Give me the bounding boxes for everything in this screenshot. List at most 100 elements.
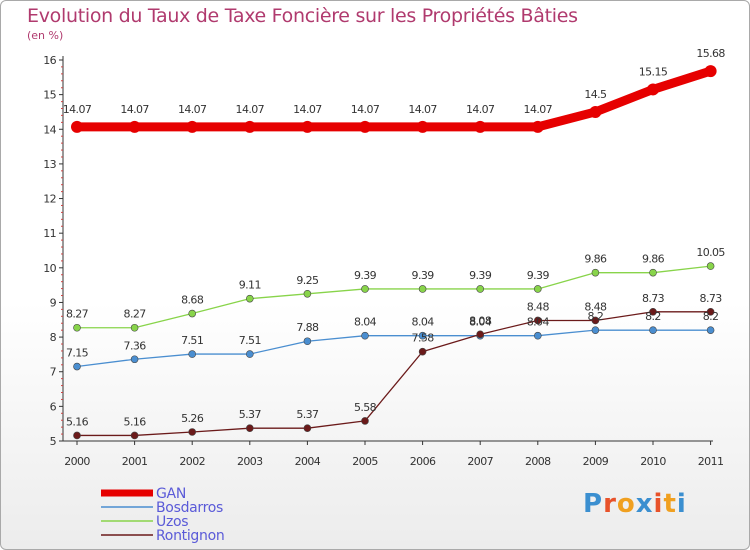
data-label-uzos: 9.39: [412, 269, 435, 282]
data-label-uzos: 8.27: [66, 308, 89, 321]
data-point-uzos: [73, 323, 81, 332]
logo-letter: o: [616, 489, 636, 519]
data-label-rontignon: 5.58: [354, 401, 377, 414]
data-label-gan: 14.07: [408, 103, 437, 116]
y-tick-label: 6: [50, 400, 57, 413]
logo-letter: r: [603, 489, 617, 519]
data-point-bosdarros: [246, 350, 254, 358]
x-tick-label: 2003: [237, 455, 263, 468]
data-point-gan: [71, 120, 83, 133]
x-tick-label: 2008: [525, 455, 551, 468]
data-point-uzos: [649, 268, 657, 277]
data-label-uzos: 9.11: [239, 279, 261, 292]
data-point-gan: [531, 120, 544, 133]
logo-letter: P: [583, 489, 604, 519]
data-point-gan: [243, 120, 256, 133]
y-tick-label: 10: [43, 262, 56, 275]
data-label-bosdarros: 7.51: [239, 334, 261, 347]
data-label-gan: 15.15: [639, 65, 668, 78]
y-tick-label: 8: [50, 331, 57, 344]
x-tick-label: 2002: [179, 455, 205, 468]
data-point-uzos: [476, 285, 485, 293]
data-label-gan: 14.07: [293, 103, 322, 116]
data-point-gan: [416, 120, 429, 133]
data-label-rontignon: 8.48: [527, 300, 550, 313]
data-point-rontignon: [246, 424, 254, 432]
x-tick-label: 2004: [295, 455, 321, 468]
data-point-uzos: [246, 294, 254, 303]
data-label-gan: 15.68: [696, 47, 725, 60]
data-label-uzos: 10.05: [696, 246, 725, 259]
data-point-bosdarros: [533, 331, 542, 340]
series-line-uzos: [76, 265, 712, 329]
data-point-uzos: [303, 289, 312, 298]
data-label-rontignon: 7.58: [412, 332, 435, 345]
data-label-rontignon: 5.16: [124, 415, 147, 428]
data-point-rontignon: [188, 428, 196, 436]
x-tick-label: 2000: [64, 455, 90, 468]
data-point-gan: [128, 120, 141, 133]
y-tick-label: 9: [50, 296, 57, 309]
y-tick-label: 12: [43, 193, 56, 206]
data-point-uzos: [361, 285, 369, 293]
data-label-gan: 14.07: [178, 103, 207, 116]
data-label-rontignon: 8.08: [469, 314, 492, 327]
x-tick-label: 2006: [410, 455, 436, 468]
data-point-bosdarros: [73, 362, 81, 371]
data-label-uzos: 9.39: [469, 269, 492, 282]
data-labels: 14.07 14.07 14.07 14.07 14.07 14.07 14.07 14.07…: [63, 47, 726, 428]
data-point-bosdarros: [706, 326, 715, 334]
data-point-rontignon: [476, 330, 485, 339]
data-label-gan: 14.07: [351, 103, 380, 116]
data-point-uzos: [706, 262, 715, 270]
data-point-gan: [474, 120, 487, 133]
chart-title: Evolution du Taux de Taxe Foncière sur l…: [27, 5, 578, 27]
x-tick-label: 2011: [698, 455, 724, 468]
data-label-bosdarros: 8.04: [412, 316, 435, 329]
data-label-bosdarros: 8.04: [354, 316, 377, 329]
data-point-rontignon: [130, 431, 139, 440]
y-tick-label: 14: [43, 123, 56, 136]
data-point-bosdarros: [361, 331, 369, 340]
data-label-rontignon: 5.26: [181, 412, 204, 425]
data-point-uzos: [130, 323, 139, 332]
data-point-gan: [301, 120, 314, 133]
data-label-bosdarros: 7.36: [124, 339, 147, 352]
data-label-gan: 14.07: [236, 103, 265, 116]
y-tick-label: 15: [43, 89, 56, 102]
logo-letter: t: [663, 489, 677, 519]
data-label-uzos: 8.68: [181, 294, 204, 307]
logo-letter: x: [635, 489, 654, 519]
data-point-rontignon: [418, 347, 427, 356]
data-label-bosdarros: 8.04: [469, 316, 492, 329]
data-label-gan: 14.5: [584, 88, 607, 101]
data-point-gan: [589, 105, 602, 118]
data-point-rontignon: [533, 316, 542, 325]
legend-label-bosdarros: Bosdarros: [156, 500, 223, 516]
data-label-bosdarros: 7.15: [66, 347, 89, 360]
axes: 5 6 7 8 9 10 11 12 13 14 15 16 2000 2001 2002 2003 2004 2…: [43, 54, 724, 468]
data-label-uzos: 9.86: [642, 253, 665, 266]
data-point-bosdarros: [188, 350, 196, 358]
data-point-bosdarros: [303, 337, 312, 346]
y-tick-label: 7: [50, 366, 57, 379]
logo-letter: i: [653, 489, 664, 519]
data-point-gan: [186, 120, 199, 133]
data-label-uzos: 9.25: [296, 274, 319, 287]
data-point-rontignon: [706, 308, 715, 316]
data-point-bosdarros: [649, 326, 657, 334]
data-point-uzos: [418, 285, 427, 293]
data-point-rontignon: [361, 417, 369, 425]
logo-letter: i: [676, 489, 687, 519]
series-line-bosdarros: [76, 329, 712, 368]
data-label-rontignon: 8.48: [584, 300, 607, 313]
data-label-rontignon: 5.16: [66, 415, 89, 428]
data-point-uzos: [591, 268, 600, 277]
data-point-bosdarros: [418, 331, 427, 340]
x-tick-label: 2001: [122, 455, 148, 468]
data-label-rontignon: 5.37: [239, 408, 262, 421]
legend-label-uzos: Uzos: [156, 514, 188, 530]
data-label-gan: 14.07: [466, 103, 495, 116]
